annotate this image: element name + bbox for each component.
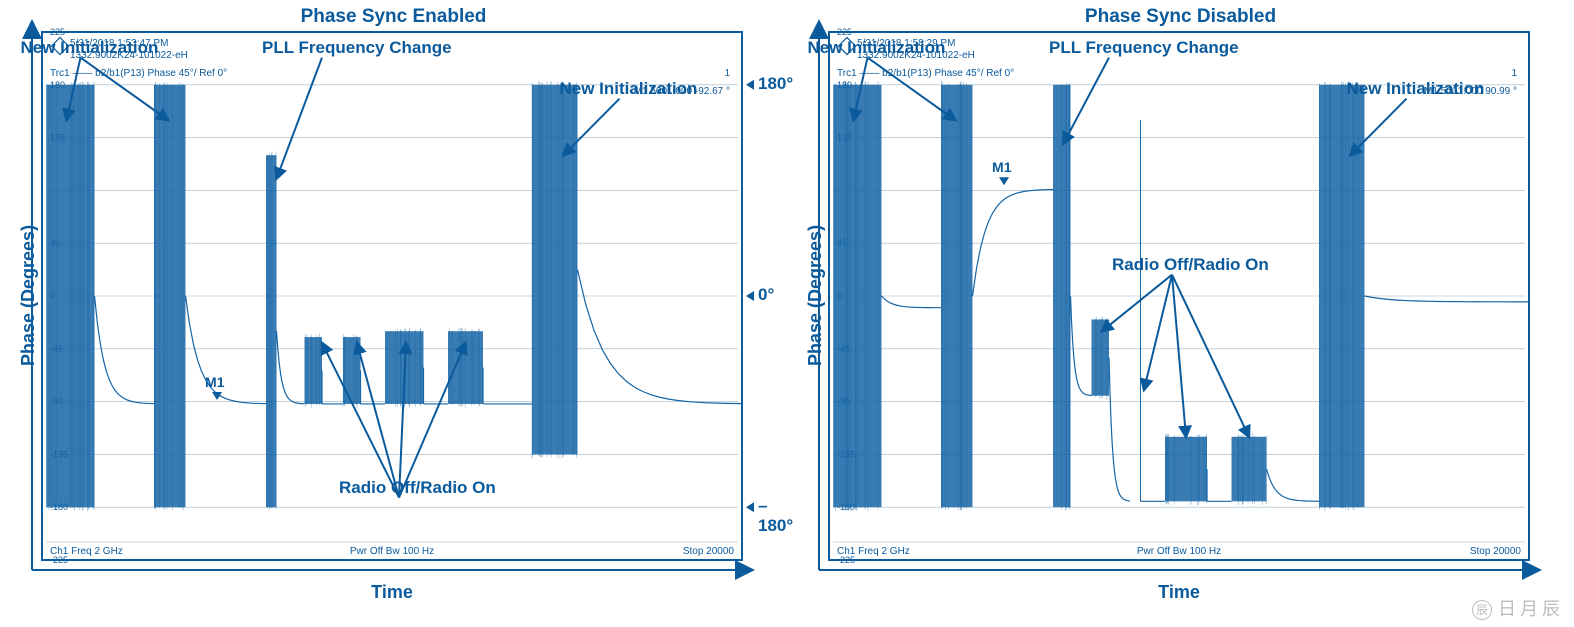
- marker-m1-tag: M1: [992, 159, 1011, 175]
- annotation-label: New Initialization: [21, 38, 159, 58]
- svg-text:Pwr Off Bw 100 Hz: Pwr Off Bw 100 Hz: [350, 546, 434, 557]
- annotation-label: New Initialization: [808, 38, 946, 58]
- svg-text:Stop 20000: Stop 20000: [1470, 546, 1522, 557]
- annotation-label: Radio Off/Radio On: [339, 478, 496, 498]
- y-outer-tick: 0°: [758, 285, 774, 305]
- svg-text:1: 1: [1511, 68, 1517, 79]
- y-axis-label: Phase (Degrees): [805, 225, 826, 366]
- svg-text:Stop 20000: Stop 20000: [683, 546, 735, 557]
- svg-text:225: 225: [837, 27, 852, 37]
- annotation-label: PLL Frequency Change: [262, 38, 452, 58]
- watermark: 辰日月辰: [1472, 595, 1564, 621]
- panel-phase-sync-enabled: Phase Sync Enabled-225-180-135-90-450451…: [0, 0, 787, 627]
- svg-text:Ch1 Freq 2 GHz: Ch1 Freq 2 GHz: [837, 546, 910, 557]
- annotation-label: New Initialization: [560, 79, 698, 99]
- x-axis-label: Time: [829, 582, 1529, 603]
- annotation-label: New Initialization: [1347, 79, 1485, 99]
- annotation-label: Radio Off/Radio On: [1112, 255, 1269, 275]
- marker-m1-tag: M1: [205, 374, 224, 390]
- annotation-label: PLL Frequency Change: [1049, 38, 1239, 58]
- panel-phase-sync-disabled: Phase Sync Disabled-225-180-135-90-45045…: [787, 0, 1574, 627]
- svg-text:Ch1 Freq 2 GHz: Ch1 Freq 2 GHz: [50, 546, 123, 557]
- x-axis-label: Time: [42, 582, 742, 603]
- y-axis-label: Phase (Degrees): [18, 225, 39, 366]
- svg-text:Pwr Off Bw 100 Hz: Pwr Off Bw 100 Hz: [1137, 546, 1221, 557]
- svg-text:1: 1: [724, 68, 730, 79]
- svg-text:225: 225: [50, 27, 65, 37]
